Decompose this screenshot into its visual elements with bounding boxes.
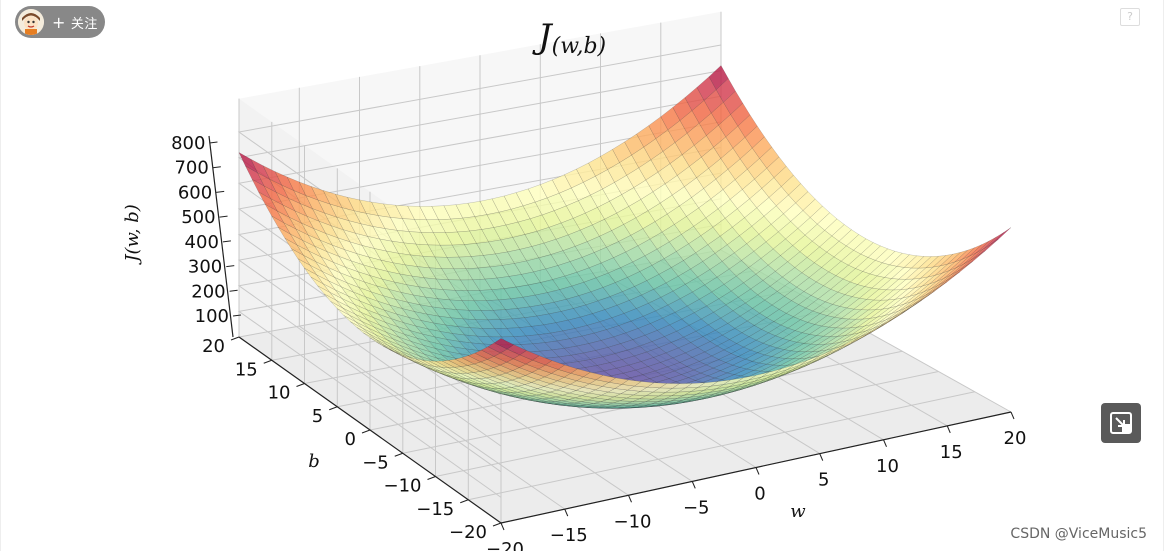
- avatar-icon: [18, 9, 44, 35]
- surface-patch: [932, 253, 954, 268]
- y-tick-label: 20: [202, 336, 225, 357]
- x-tick-mark: [883, 439, 887, 447]
- surface-patch: [874, 248, 896, 264]
- y-tick-label: −5: [362, 452, 389, 473]
- z-tick-mark: [222, 240, 231, 243]
- chart-title: J(w,b): [532, 17, 606, 59]
- z-tick-mark: [229, 289, 238, 292]
- z-tick-mark: [219, 215, 228, 218]
- y-tick-mark: [361, 429, 371, 434]
- z-tick-label: 500: [181, 207, 215, 228]
- z-tick-label: 300: [188, 257, 222, 278]
- y-tick-mark: [394, 452, 403, 457]
- y-tick-mark: [230, 336, 240, 341]
- x-tick-mark: [500, 522, 505, 531]
- surface-patch: [708, 65, 729, 91]
- y-tick-label: 0: [345, 429, 356, 450]
- y-tick-mark: [460, 499, 469, 504]
- x-tick-mark: [1010, 411, 1015, 420]
- z-tick-mark: [226, 265, 235, 268]
- expand-icon: [1110, 412, 1132, 434]
- surface-patch: [939, 251, 962, 267]
- x-tick-label: 20: [1004, 428, 1027, 449]
- surface-patch: [918, 255, 940, 269]
- surface-patch: [903, 255, 925, 269]
- surface-patch: [896, 254, 918, 268]
- y-tick-label: −20: [449, 522, 487, 543]
- z-tick-label: 700: [174, 158, 208, 179]
- z-axis-title: J(w, b): [122, 204, 143, 266]
- z-axis-line: [208, 135, 234, 338]
- x-tick-mark: [819, 453, 824, 461]
- chart-tick-labels: −20−15−10−505101520−20−15−10−50510152010…: [171, 133, 1026, 551]
- z-tick-label: 400: [185, 232, 219, 253]
- y-tick-label: −15: [416, 499, 454, 520]
- y-tick-label: 5: [312, 406, 323, 427]
- surface-patch: [947, 249, 968, 265]
- surface-patch: [889, 252, 911, 267]
- surface-patch: [853, 238, 874, 255]
- x-tick-label: 5: [818, 470, 829, 491]
- z-tick-mark: [209, 141, 218, 144]
- x-tick-label: −10: [614, 511, 652, 532]
- follow-label: + 关注: [52, 12, 98, 32]
- x-tick-label: 15: [940, 442, 963, 463]
- z-tick-mark: [232, 314, 242, 317]
- watermark: CSDN @ViceMusic5: [1010, 526, 1147, 542]
- surface-patch: [845, 234, 867, 251]
- surface-patch: [831, 224, 852, 242]
- x-tick-label: −20: [486, 539, 524, 551]
- y-tick-label: 10: [268, 383, 291, 404]
- y-axis-title: b: [308, 451, 320, 472]
- surface-patch: [860, 242, 881, 258]
- x-tick-label: −5: [683, 497, 710, 518]
- x-tick-label: 0: [754, 484, 765, 505]
- y-tick-mark: [296, 383, 305, 387]
- x-tick-mark: [691, 481, 696, 489]
- surface-mesh: [238, 65, 1012, 409]
- y-tick-label: 15: [235, 359, 258, 380]
- y-tick-label: −10: [384, 476, 422, 497]
- surface-patch: [867, 245, 889, 261]
- surface-patch: [976, 236, 997, 253]
- z-tick-label: 100: [195, 306, 229, 327]
- z-tick-mark: [212, 166, 221, 169]
- y-tick-mark: [492, 522, 502, 527]
- follow-button[interactable]: + 关注: [15, 6, 105, 38]
- surface-patch: [990, 227, 1012, 245]
- chart-title-sub: (w,b): [552, 34, 606, 59]
- x-tick-label: 10: [876, 456, 899, 477]
- expand-image-button[interactable]: [1101, 403, 1141, 443]
- x-tick-mark: [755, 467, 760, 475]
- x-tick-mark: [564, 508, 569, 517]
- surface-patch: [881, 251, 903, 266]
- chart-title-main: J: [532, 17, 554, 57]
- y-tick-mark: [427, 476, 436, 480]
- x-tick-label: −15: [550, 525, 588, 546]
- z-tick-label: 800: [171, 133, 205, 154]
- z-tick-label: 200: [191, 281, 225, 302]
- surface-patch: [925, 255, 947, 269]
- help-icon[interactable]: ?: [1120, 8, 1140, 26]
- z-tick-label: 600: [178, 182, 212, 203]
- y-tick-mark: [329, 406, 338, 411]
- x-tick-mark: [628, 495, 632, 503]
- surface-patch: [730, 102, 751, 127]
- surface-patch: [910, 256, 932, 269]
- x-tick-mark: [946, 425, 951, 434]
- y-tick-mark: [263, 359, 272, 364]
- plus-icon: +: [52, 12, 66, 32]
- z-tick-mark: [216, 190, 225, 193]
- x-axis-title: w: [790, 501, 806, 522]
